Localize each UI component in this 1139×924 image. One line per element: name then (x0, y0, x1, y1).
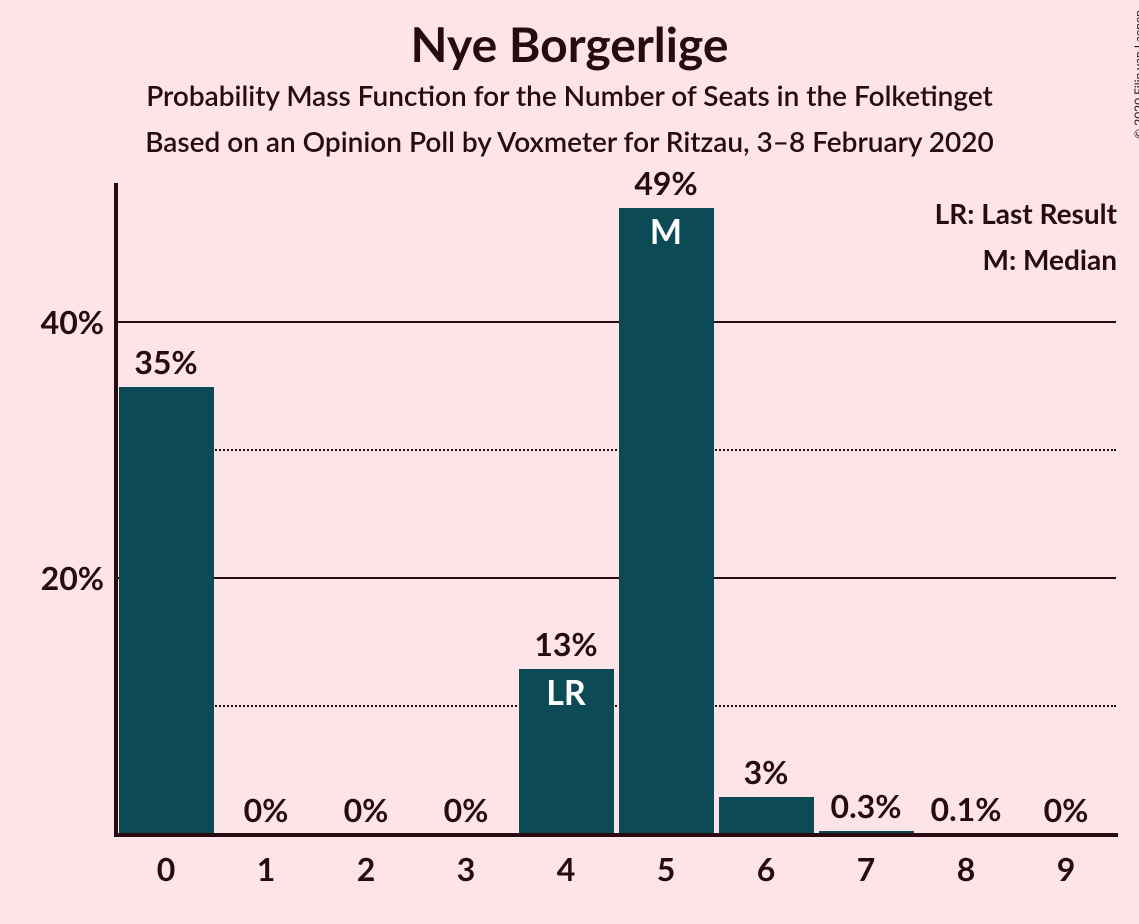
x-tick-label: 2 (316, 849, 416, 888)
bar-inner-label: LR (519, 672, 614, 713)
x-tick-label: 4 (516, 849, 616, 888)
x-tick-label: 9 (1016, 849, 1116, 888)
x-tick-label: 6 (716, 849, 816, 888)
y-axis (114, 183, 118, 835)
chart-subtitle-2: Based on an Opinion Poll by Voxmeter for… (0, 124, 1139, 158)
chart-plot-area: 20%40%35%00%10%20%313%LR449%M53%60.3%70.… (116, 195, 1116, 835)
bar-inner-label: M (619, 211, 714, 252)
x-tick-label: 3 (416, 849, 516, 888)
chart-subtitle-1: Probability Mass Function for the Number… (0, 78, 1139, 112)
bar-value-label: 0% (316, 790, 416, 829)
x-tick-label: 7 (816, 849, 916, 888)
bar-value-label: 0.1% (916, 789, 1016, 828)
gridline-minor (116, 705, 1116, 707)
bar-value-label: 0.3% (816, 786, 916, 825)
bar-value-label: 13% (516, 624, 616, 663)
x-tick-label: 5 (616, 849, 716, 888)
bar-value-label: 35% (116, 342, 216, 381)
gridline-major (116, 577, 1116, 579)
x-tick-label: 8 (916, 849, 1016, 888)
bar-value-label: 0% (1016, 790, 1116, 829)
x-tick-label: 1 (216, 849, 316, 888)
copyright-text: © 2020 Filip van Laenen (1131, 10, 1139, 139)
bar-value-label: 0% (216, 790, 316, 829)
bar (619, 208, 714, 835)
x-axis (114, 833, 1118, 837)
gridline-major (116, 321, 1116, 323)
bar (119, 387, 214, 835)
gridline-minor (116, 449, 1116, 451)
bar-value-label: 0% (416, 790, 516, 829)
chart-title: Nye Borgerlige (0, 16, 1139, 73)
bar-value-label: 49% (616, 163, 716, 202)
x-tick-label: 0 (116, 849, 216, 888)
bar-value-label: 3% (716, 752, 816, 791)
bar (719, 797, 814, 835)
y-tick-label: 20% (4, 558, 104, 597)
y-tick-label: 40% (4, 302, 104, 341)
